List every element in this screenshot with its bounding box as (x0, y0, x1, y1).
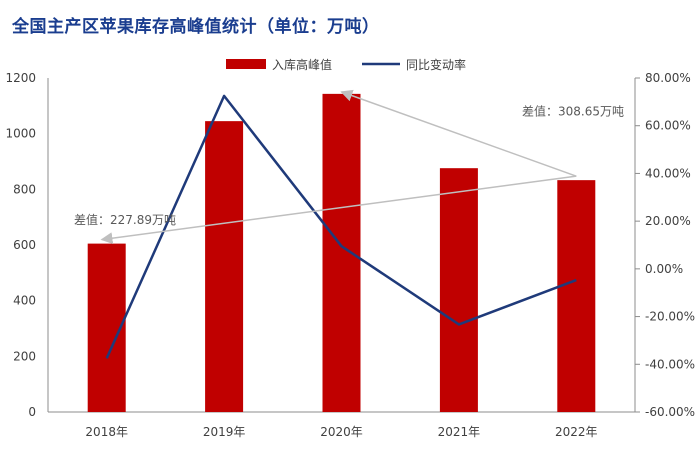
legend-label-line: 同比变动率 (406, 57, 466, 72)
annotation-arrow (100, 175, 577, 245)
x-tick-label: 2019年 (203, 425, 246, 439)
y-left-tick-label: 200 (13, 349, 36, 363)
annotation-label: 差值：308.65万吨 (522, 103, 624, 118)
y-left-tick-label: 800 (13, 182, 36, 196)
y-left-tick-label: 1200 (5, 71, 36, 85)
y-left-tick-label: 1000 (5, 127, 36, 141)
y-right-tick-label: 40.00% (645, 166, 691, 180)
y-right-tick-label: 80.00% (645, 71, 691, 85)
legend-label-bar: 入库高峰值 (272, 57, 332, 72)
y-right-tick-label: 60.00% (645, 119, 691, 133)
y-right-tick-label: -40.00% (645, 357, 695, 371)
bar-2021 (439, 168, 478, 412)
x-tick-label: 2020年 (320, 425, 363, 439)
y-right-tick-label: -20.00% (645, 310, 695, 324)
bar-2020 (322, 93, 361, 413)
annotation-label: 差值：227.89万吨 (74, 212, 176, 227)
bar-2022 (557, 180, 596, 412)
chart-title: 全国主产区苹果库存高峰值统计（单位：万吨） (12, 17, 380, 37)
y-right-tick-label: 0.00% (645, 262, 683, 276)
annotation-arrow (340, 89, 577, 177)
y-left-tick-label: 0 (28, 405, 36, 419)
y-left-tick-label: 400 (13, 294, 36, 308)
y-left-tick-label: 600 (13, 238, 36, 252)
bar-2019 (205, 121, 244, 413)
x-tick-label: 2018年 (85, 425, 128, 439)
y-right-tick-label: 20.00% (645, 214, 691, 228)
x-tick-label: 2021年 (438, 425, 481, 439)
legend-swatch-bar (226, 59, 266, 69)
x-tick-label: 2022年 (555, 425, 598, 439)
y-right-tick-label: -60.00% (645, 405, 695, 419)
